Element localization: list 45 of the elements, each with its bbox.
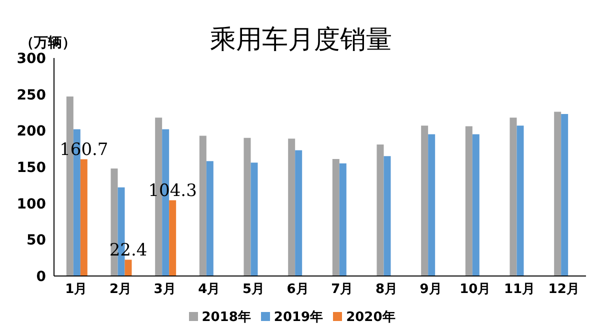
y-tick-label: 200 bbox=[16, 124, 46, 140]
legend-label: 2018年 bbox=[202, 310, 251, 325]
y-axis-title: （万辆） bbox=[20, 34, 76, 52]
bar bbox=[206, 161, 214, 276]
bar bbox=[124, 260, 132, 276]
legend-label: 2020年 bbox=[346, 310, 396, 325]
bar bbox=[472, 134, 480, 276]
bar bbox=[288, 138, 296, 276]
y-tick-label: 250 bbox=[16, 87, 46, 104]
bar bbox=[339, 163, 346, 276]
y-tick-label: 300 bbox=[16, 50, 46, 67]
x-tick-label: 2月 bbox=[109, 282, 132, 298]
legend-label: 2019年 bbox=[274, 310, 324, 325]
bar bbox=[295, 150, 302, 276]
bar bbox=[561, 114, 568, 276]
bar bbox=[516, 126, 524, 276]
x-tick-label: 12月 bbox=[548, 282, 580, 298]
x-tick-label: 6月 bbox=[286, 282, 309, 298]
y-tick-label: 100 bbox=[16, 196, 46, 212]
bar bbox=[250, 162, 258, 276]
bar bbox=[554, 112, 562, 276]
bar bbox=[80, 159, 88, 276]
bar bbox=[332, 159, 340, 276]
y-tick-label: 50 bbox=[26, 232, 46, 249]
bar bbox=[510, 118, 517, 276]
x-tick-label: 4月 bbox=[198, 282, 220, 298]
x-tick-label: 3月 bbox=[154, 282, 176, 298]
x-tick-label: 10月 bbox=[460, 282, 491, 298]
x-tick-label: 9月 bbox=[420, 282, 442, 298]
x-tick-label: 5月 bbox=[242, 282, 265, 298]
bar bbox=[199, 136, 206, 276]
bar bbox=[244, 138, 251, 276]
bar bbox=[465, 126, 472, 276]
y-tick-label: 0 bbox=[36, 268, 46, 285]
bar bbox=[421, 126, 428, 276]
bar bbox=[428, 134, 436, 276]
chart-title: 乘用车月度销量 bbox=[210, 25, 392, 55]
bar bbox=[376, 144, 384, 276]
x-tick-label: 11月 bbox=[504, 282, 536, 298]
bar bbox=[169, 200, 176, 276]
x-tick-label: 7月 bbox=[331, 282, 354, 298]
x-tick-label: 1月 bbox=[65, 282, 88, 298]
y-tick-label: 150 bbox=[16, 160, 46, 176]
bar bbox=[384, 156, 391, 276]
x-tick-label: 8月 bbox=[375, 282, 398, 298]
